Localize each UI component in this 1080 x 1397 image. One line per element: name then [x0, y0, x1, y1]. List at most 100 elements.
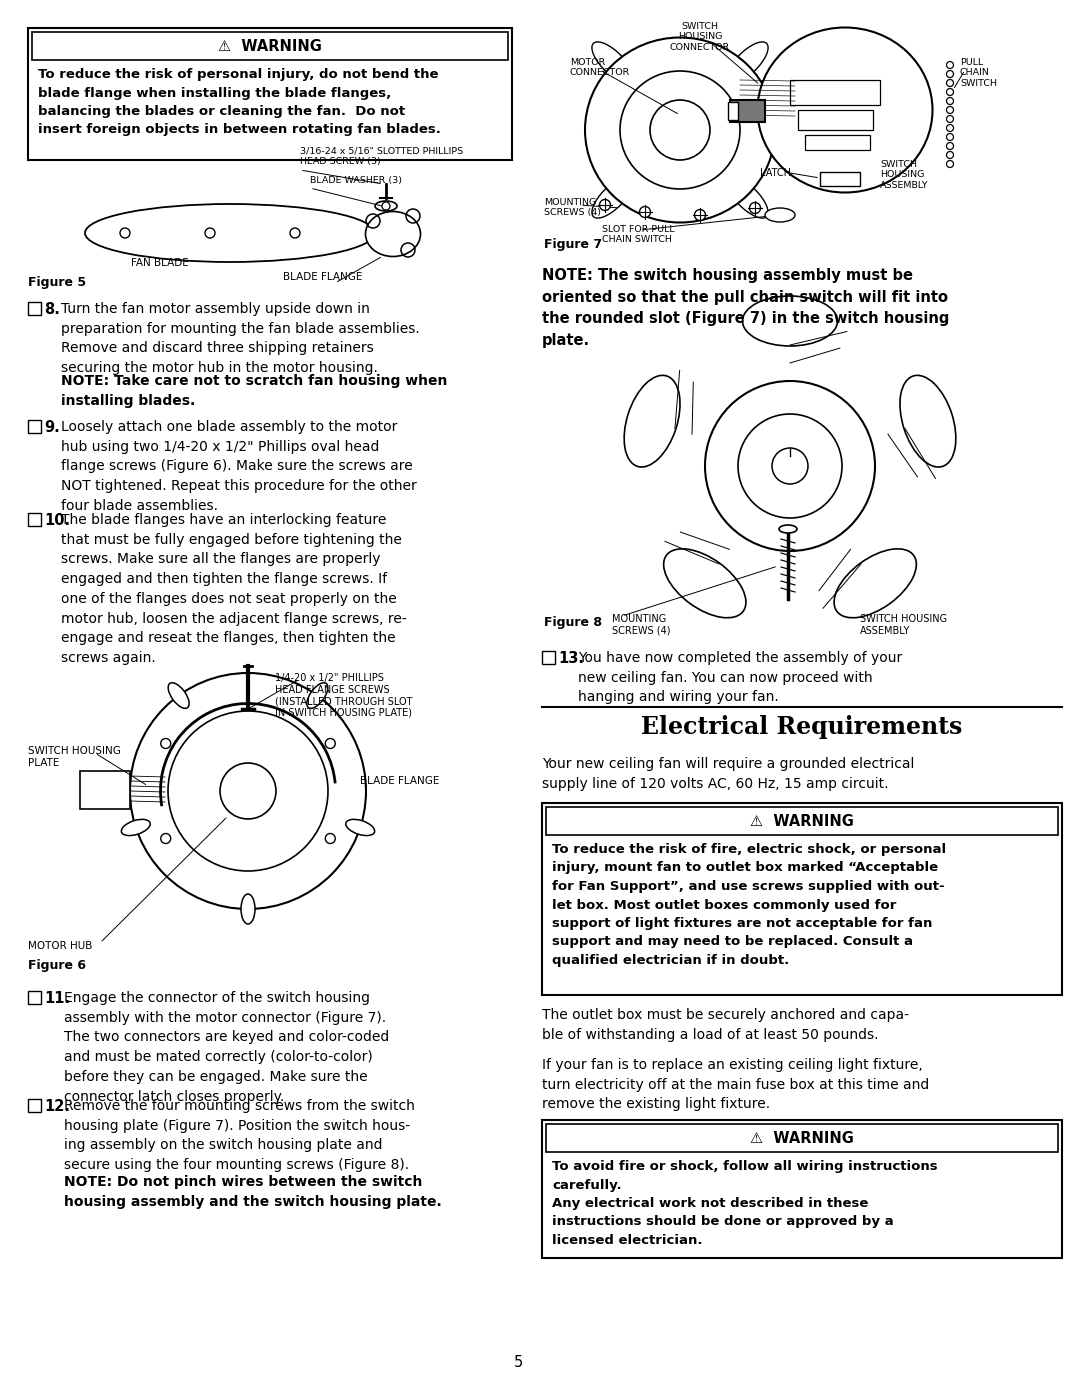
Text: If your fan is to replace an existing ceiling light fixture,
turn electricity of: If your fan is to replace an existing ce… — [542, 1058, 929, 1112]
Ellipse shape — [779, 525, 797, 534]
Text: LATCH: LATCH — [760, 168, 791, 177]
Text: 10.: 10. — [44, 513, 70, 528]
Bar — [546, 807, 1058, 835]
Bar — [546, 1125, 1058, 1153]
Bar — [28, 1099, 41, 1112]
Ellipse shape — [121, 820, 150, 835]
Text: 1/4-20 x 1/2" PHILLIPS
HEAD FLANGE SCREWS
(INSTALLED THROUGH SLOT
IN SWITCH HOUS: 1/4-20 x 1/2" PHILLIPS HEAD FLANGE SCREW… — [275, 673, 413, 718]
Circle shape — [772, 448, 808, 483]
Text: Figure 8: Figure 8 — [544, 616, 602, 629]
Text: Turn the fan motor assembly upside down in
preparation for mounting the fan blad: Turn the fan motor assembly upside down … — [60, 302, 420, 376]
Bar — [32, 32, 508, 60]
Text: Remove the four mounting screws from the switch
housing plate (Figure 7). Positi: Remove the four mounting screws from the… — [64, 1099, 415, 1172]
Text: 9.: 9. — [44, 420, 59, 434]
Text: MOTOR HUB: MOTOR HUB — [28, 942, 93, 951]
Circle shape — [946, 134, 954, 141]
Circle shape — [325, 739, 335, 749]
Text: FAN BLADE: FAN BLADE — [131, 258, 189, 268]
Ellipse shape — [726, 176, 768, 218]
Text: SWITCH HOUSING
ASSEMBLY: SWITCH HOUSING ASSEMBLY — [860, 615, 947, 636]
Ellipse shape — [241, 894, 255, 923]
Bar — [28, 420, 41, 433]
Ellipse shape — [900, 376, 956, 467]
Text: The blade flanges have an interlocking feature
that must be fully engaged before: The blade flanges have an interlocking f… — [60, 513, 407, 665]
Bar — [789, 80, 880, 105]
Circle shape — [161, 834, 171, 844]
Ellipse shape — [592, 176, 634, 218]
Circle shape — [220, 763, 276, 819]
Bar — [542, 803, 1062, 995]
Text: To avoid fire or shock, follow all wiring instructions
carefully.
Any electrical: To avoid fire or shock, follow all wirin… — [552, 1160, 937, 1248]
Text: MOUNTING
SCREWS (4): MOUNTING SCREWS (4) — [544, 198, 600, 218]
Bar — [28, 302, 41, 314]
Text: MOTOR
CONNECTOR: MOTOR CONNECTOR — [570, 59, 631, 77]
Bar — [805, 136, 870, 149]
Text: 13.: 13. — [558, 651, 584, 666]
Text: SWITCH
HOUSING
ASSEMBLY: SWITCH HOUSING ASSEMBLY — [880, 161, 929, 190]
Text: NOTE: The switch housing assembly must be
oriented so that the pull chain switch: NOTE: The switch housing assembly must b… — [542, 268, 949, 348]
Text: Figure 6: Figure 6 — [28, 958, 86, 972]
Ellipse shape — [168, 683, 189, 708]
Text: BLADE FLANGE: BLADE FLANGE — [283, 272, 363, 282]
Circle shape — [946, 151, 954, 158]
Text: ⚠  WARNING: ⚠ WARNING — [751, 813, 854, 828]
Circle shape — [694, 210, 705, 221]
Circle shape — [738, 414, 842, 518]
Text: NOTE: Do not pinch wires between the switch
housing assembly and the switch hous: NOTE: Do not pinch wires between the swi… — [64, 1175, 442, 1208]
Text: BLADE WASHER (3): BLADE WASHER (3) — [310, 176, 402, 184]
Circle shape — [382, 203, 390, 210]
Ellipse shape — [620, 71, 740, 189]
Bar — [728, 102, 738, 120]
Text: The outlet box must be securely anchored and capa-
ble of withstanding a load of: The outlet box must be securely anchored… — [542, 1009, 909, 1042]
Text: PULL
CHAIN
SWITCH: PULL CHAIN SWITCH — [960, 59, 997, 88]
Ellipse shape — [834, 549, 916, 617]
Text: 3/16-24 x 5/16" SLOTTED PHILLIPS
HEAD SCREW (3): 3/16-24 x 5/16" SLOTTED PHILLIPS HEAD SC… — [300, 147, 463, 166]
Ellipse shape — [365, 211, 420, 257]
Ellipse shape — [85, 204, 375, 263]
Text: Loosely attach one blade assembly to the motor
hub using two 1/4-20 x 1/2" Phill: Loosely attach one blade assembly to the… — [60, 420, 417, 513]
Circle shape — [325, 834, 335, 844]
Text: To reduce the risk of fire, electric shock, or personal
injury, mount fan to out: To reduce the risk of fire, electric sho… — [552, 842, 946, 967]
Circle shape — [946, 80, 954, 87]
Circle shape — [168, 711, 328, 870]
Circle shape — [946, 161, 954, 168]
Text: MOUNTING
SCREWS (4): MOUNTING SCREWS (4) — [612, 615, 671, 636]
Text: SLOT FOR PULL
CHAIN SWITCH: SLOT FOR PULL CHAIN SWITCH — [602, 225, 675, 244]
Ellipse shape — [757, 28, 932, 193]
Bar — [730, 101, 765, 122]
Circle shape — [599, 200, 610, 211]
Text: SWITCH
HOUSING
CONNECTOR: SWITCH HOUSING CONNECTOR — [670, 22, 730, 52]
Bar — [28, 513, 41, 527]
Text: 5: 5 — [513, 1355, 523, 1370]
Bar — [798, 110, 873, 130]
Text: Electrical Requirements: Electrical Requirements — [642, 715, 962, 739]
Text: Figure 7: Figure 7 — [544, 237, 603, 251]
Ellipse shape — [663, 549, 746, 617]
Ellipse shape — [726, 42, 768, 84]
Text: SWITCH HOUSING
PLATE: SWITCH HOUSING PLATE — [28, 746, 121, 767]
Text: Your new ceiling fan will require a grounded electrical
supply line of 120 volts: Your new ceiling fan will require a grou… — [542, 757, 915, 791]
Bar — [80, 771, 130, 809]
Ellipse shape — [307, 683, 328, 708]
Bar — [542, 651, 555, 664]
Text: NOTE: Take care not to scratch fan housing when
installing blades.: NOTE: Take care not to scratch fan housi… — [60, 374, 447, 408]
Text: 8.: 8. — [44, 302, 59, 317]
Circle shape — [161, 739, 171, 749]
Text: ⚠  WARNING: ⚠ WARNING — [751, 1130, 854, 1146]
Circle shape — [705, 381, 875, 550]
Bar — [28, 990, 41, 1004]
Ellipse shape — [346, 820, 375, 835]
Circle shape — [946, 142, 954, 149]
Bar — [820, 172, 860, 186]
Ellipse shape — [765, 208, 795, 222]
Bar — [28, 28, 512, 161]
Text: You have now completed the assembly of your
new ceiling fan. You can now proceed: You have now completed the assembly of y… — [578, 651, 902, 704]
Circle shape — [946, 98, 954, 105]
Text: Figure 5: Figure 5 — [28, 277, 86, 289]
Ellipse shape — [585, 38, 775, 222]
Text: To reduce the risk of personal injury, do not bend the
blade flange when install: To reduce the risk of personal injury, d… — [38, 68, 441, 137]
Circle shape — [750, 203, 760, 214]
Circle shape — [130, 673, 366, 909]
Ellipse shape — [743, 296, 837, 346]
Ellipse shape — [624, 376, 680, 467]
